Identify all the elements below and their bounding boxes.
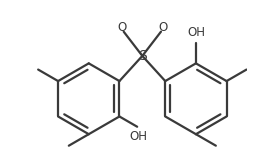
- Text: O: O: [117, 21, 127, 34]
- Text: OH: OH: [129, 130, 147, 144]
- Text: S: S: [138, 49, 147, 63]
- Text: O: O: [158, 21, 167, 34]
- Text: OH: OH: [188, 26, 206, 39]
